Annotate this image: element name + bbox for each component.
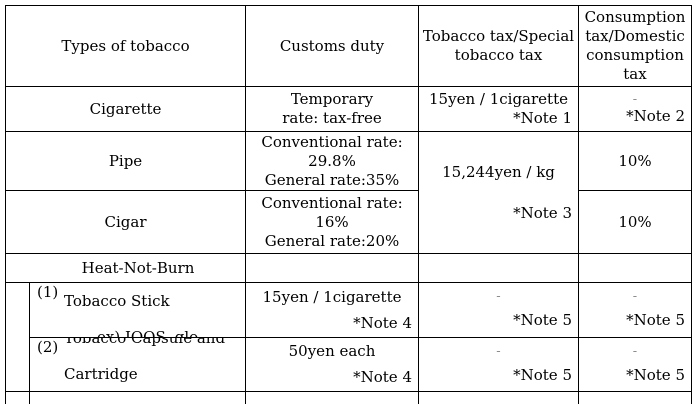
cell-heat-not-burn: Heat-Not-Burn (6, 254, 246, 283)
tobacco-stick-tobacco-value: - (496, 289, 501, 304)
cell-cigar-name: Cigar (6, 191, 246, 254)
tobacco-capsule-customs-note: *Note 4 (353, 368, 412, 386)
tobacco-capsule-line1: Tobacco Capsule and (64, 338, 225, 347)
tobacco-capsule-tobacco-note: *Note 5 (513, 365, 572, 384)
cell-tobacco-stick-consumption-tax: - *Note 5 (579, 283, 692, 338)
cigar-customs-text: Conventional rate: 16% General rate:20% (261, 193, 403, 250)
pipe-label: Pipe (108, 151, 143, 170)
tobacco-stick-line2: ex) IQOS, glo (97, 328, 199, 338)
cell-tobacco-capsule-name: (2) Tobacco Capsule and Cartridge ex) wi… (30, 338, 246, 392)
header-consumption-tax: Consumption tax/Domestic consumption tax (579, 6, 692, 87)
cell-partial-row-name (30, 392, 246, 404)
cell-cigar-customs: Conventional rate: 16% General rate:20% (246, 191, 419, 254)
header-types-label: Types of tobacco (61, 36, 190, 55)
tobacco-stick-number: (1) (37, 283, 59, 301)
cell-tobacco-capsule-customs: 50yen each *Note 4 (246, 338, 419, 392)
header-tobacco-tax: Tobacco tax/Special tobacco tax (419, 6, 579, 87)
pipe-consumption-value: 10% (618, 151, 652, 170)
tobacco-stick-tobacco-note: *Note 5 (513, 311, 572, 329)
cigarette-tobacco-value: 15yen / 1cigarette (429, 90, 568, 108)
cell-indent-spacer (6, 283, 30, 392)
cell-tobacco-stick-tobacco-tax: - *Note 5 (419, 283, 579, 338)
cell-heat-not-burn-tobacco-empty (419, 254, 579, 283)
tobacco-stick-text: Tobacco Stick ex) IQOS, glo (64, 283, 199, 338)
cell-partial-row-customs (246, 392, 419, 404)
tobacco-capsule-text: Tobacco Capsule and Cartridge ex) with (64, 338, 225, 391)
cell-partial-row-tobacco (419, 392, 579, 404)
cell-tobacco-capsule-tobacco-tax: - *Note 5 (419, 338, 579, 392)
cigarette-label: Cigarette (89, 99, 162, 118)
header-customs-label: Customs duty (279, 36, 385, 55)
cell-pipe-cigar-tobacco-tax: 15,244yen / kg *Note 3 (419, 132, 579, 254)
pipe-customs-text: Conventional rate: 29.8% General rate:35… (261, 132, 403, 189)
tobacco-capsule-number: (2) (37, 338, 59, 356)
cell-cigarette-name: Cigarette (6, 87, 246, 132)
cigarette-consumption-note: *Note 2 (626, 106, 685, 125)
pipe-cigar-tobacco-note: *Note 3 (513, 203, 572, 222)
tobacco-capsule-customs-value: 50yen each (288, 342, 376, 360)
cell-heat-not-burn-customs-empty (246, 254, 419, 283)
cigar-label: Cigar (104, 212, 147, 231)
tobacco-capsule-line2: Cartridge (64, 364, 138, 383)
cell-cigarette-customs: Temporary rate: tax-free (246, 87, 419, 132)
cigarette-consumption-value: - (632, 91, 638, 107)
tobacco-stick-line1: Tobacco Stick (64, 292, 170, 310)
header-types-of-tobacco: Types of tobacco (6, 6, 246, 87)
tobacco-capsule-consumption-value: - (632, 343, 638, 359)
cigarette-customs-text: Temporary rate: tax-free (282, 90, 382, 127)
cell-tobacco-stick-customs: 15yen / 1cigarette *Note 4 (246, 283, 419, 338)
cigarette-tobacco-note: *Note 1 (513, 109, 572, 127)
cell-cigar-consumption-tax: 10% (579, 191, 692, 254)
cell-heat-not-burn-consumption-empty (579, 254, 692, 283)
cell-cigarette-consumption-tax: - *Note 2 (579, 87, 692, 132)
tobacco-stick-consumption-note: *Note 5 (626, 311, 685, 329)
cell-pipe-name: Pipe (6, 132, 246, 191)
cell-partial-row-indent (6, 392, 30, 404)
tobacco-capsule-tobacco-value: - (496, 343, 501, 359)
header-consumption-tax-label: Consumption tax/Domestic consumption tax (584, 8, 686, 83)
tobacco-stick-consumption-value: - (632, 289, 638, 304)
cigar-consumption-value: 10% (618, 212, 652, 231)
heat-not-burn-label: Heat-Not-Burn (81, 258, 195, 277)
tobacco-stick-customs-value: 15yen / 1cigarette (262, 287, 402, 306)
pipe-cigar-tobacco-value: 15,244yen / kg (442, 162, 555, 181)
cell-partial-row-consumption (579, 392, 692, 404)
cell-tobacco-capsule-consumption-tax: - *Note 5 (579, 338, 692, 392)
tobacco-stick-customs-note: *Note 4 (353, 313, 412, 332)
header-tobacco-tax-label: Tobacco tax/Special tobacco tax (422, 27, 575, 64)
cell-pipe-consumption-tax: 10% (579, 132, 692, 191)
cell-pipe-customs: Conventional rate: 29.8% General rate:35… (246, 132, 419, 191)
cell-tobacco-stick-name: (1) Tobacco Stick ex) IQOS, glo (30, 283, 246, 338)
cell-cigarette-tobacco-tax: 15yen / 1cigarette *Note 1 (419, 87, 579, 132)
tobacco-capsule-consumption-note: *Note 5 (626, 365, 685, 384)
tobacco-tax-table: Types of tobacco Customs duty Tobacco ta… (5, 5, 692, 404)
header-customs-duty: Customs duty (246, 6, 419, 87)
